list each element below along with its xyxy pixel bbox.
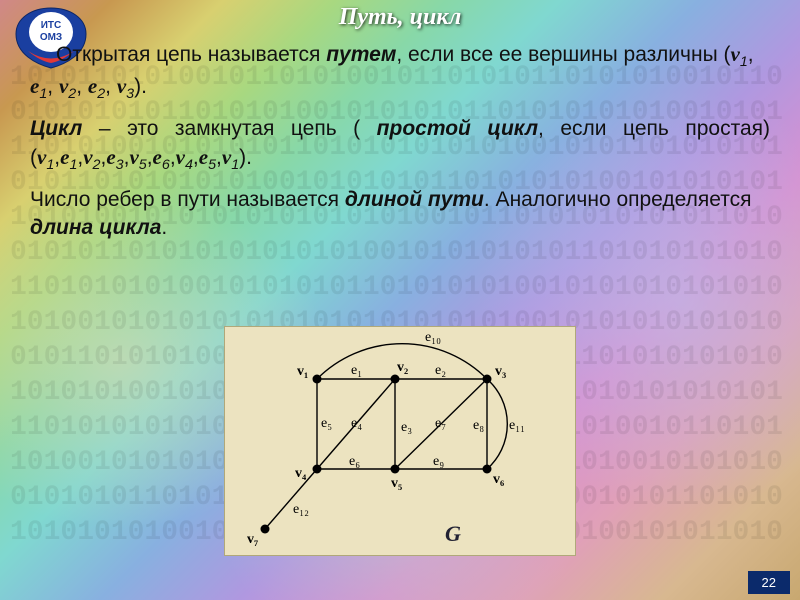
svg-text:e₅: e₅	[321, 416, 332, 431]
term-cycle: Цикл	[30, 117, 82, 140]
text: , если все ее вершины различны (	[396, 43, 730, 66]
paragraph-path-definition: Открытая цепь называется путем, если все…	[30, 40, 770, 105]
graph-svg: e₁ e₂ e₃ e₄ e₅ e₆ e₇ e₈ e₉ e₁₁ e₁₂ e₁₀ v₁ v₂ v₃ v₄ v₅ v₆ v…	[225, 327, 577, 557]
text: ).	[239, 146, 252, 169]
term-simple-cycle: простой цикл	[377, 117, 538, 140]
svg-text:v₃: v₃	[495, 364, 506, 379]
svg-text:v₆: v₆	[493, 472, 504, 487]
logo-text-top: ИТС	[41, 20, 62, 31]
svg-text:e₄: e₄	[351, 416, 362, 431]
svg-text:e₆: e₆	[349, 454, 360, 469]
page-number-badge: 22	[748, 571, 790, 594]
text: . Аналогично определяется	[484, 188, 752, 211]
svg-text:e₂: e₂	[435, 363, 446, 378]
svg-text:e₁₀: e₁₀	[425, 330, 441, 345]
svg-text:v₁: v₁	[297, 364, 308, 379]
svg-text:e₁₁: e₁₁	[509, 418, 525, 433]
svg-text:v₅: v₅	[391, 476, 402, 491]
svg-text:e₃: e₃	[401, 420, 412, 435]
term-path: путем	[326, 43, 396, 66]
svg-text:v₇: v₇	[247, 532, 258, 547]
text: – это замкнутая цепь (	[82, 117, 376, 140]
paragraph-cycle-definition: Цикл – это замкнутая цепь ( простой цикл…	[30, 115, 770, 176]
svg-text:e₁₂: e₁₂	[293, 502, 309, 517]
term-cycle-length: длина цикла	[30, 216, 161, 239]
paragraph-path-length: Число ребер в пути называется длиной пут…	[30, 186, 770, 243]
text: ).	[134, 75, 147, 98]
svg-text:e₁: e₁	[351, 363, 362, 378]
svg-text:v₂: v₂	[397, 360, 408, 375]
text: Число ребер в пути называется	[30, 188, 345, 211]
svg-text:e₈: e₈	[473, 418, 484, 433]
slide-content: Открытая цепь называется путем, если все…	[30, 40, 770, 252]
graph-figure: e₁ e₂ e₃ e₄ e₅ e₆ e₇ e₈ e₉ e₁₁ e₁₂ e₁₀ v₁ v₂ v₃ v₄ v₅ v₆ v…	[224, 326, 576, 556]
svg-text:v₄: v₄	[295, 466, 307, 481]
graph-name-label: G	[445, 521, 461, 547]
svg-text:e₉: e₉	[433, 454, 444, 469]
slide-title: Путь, цикл	[100, 4, 700, 31]
term-path-length: длиной пути	[345, 188, 484, 211]
text: .	[161, 216, 167, 239]
text: Открытая цепь называется	[56, 43, 326, 66]
svg-text:e₇: e₇	[435, 416, 446, 431]
sequence-cycle: v1,e1,v2,e3,v5,e6,v4,e5,v1	[37, 146, 239, 169]
